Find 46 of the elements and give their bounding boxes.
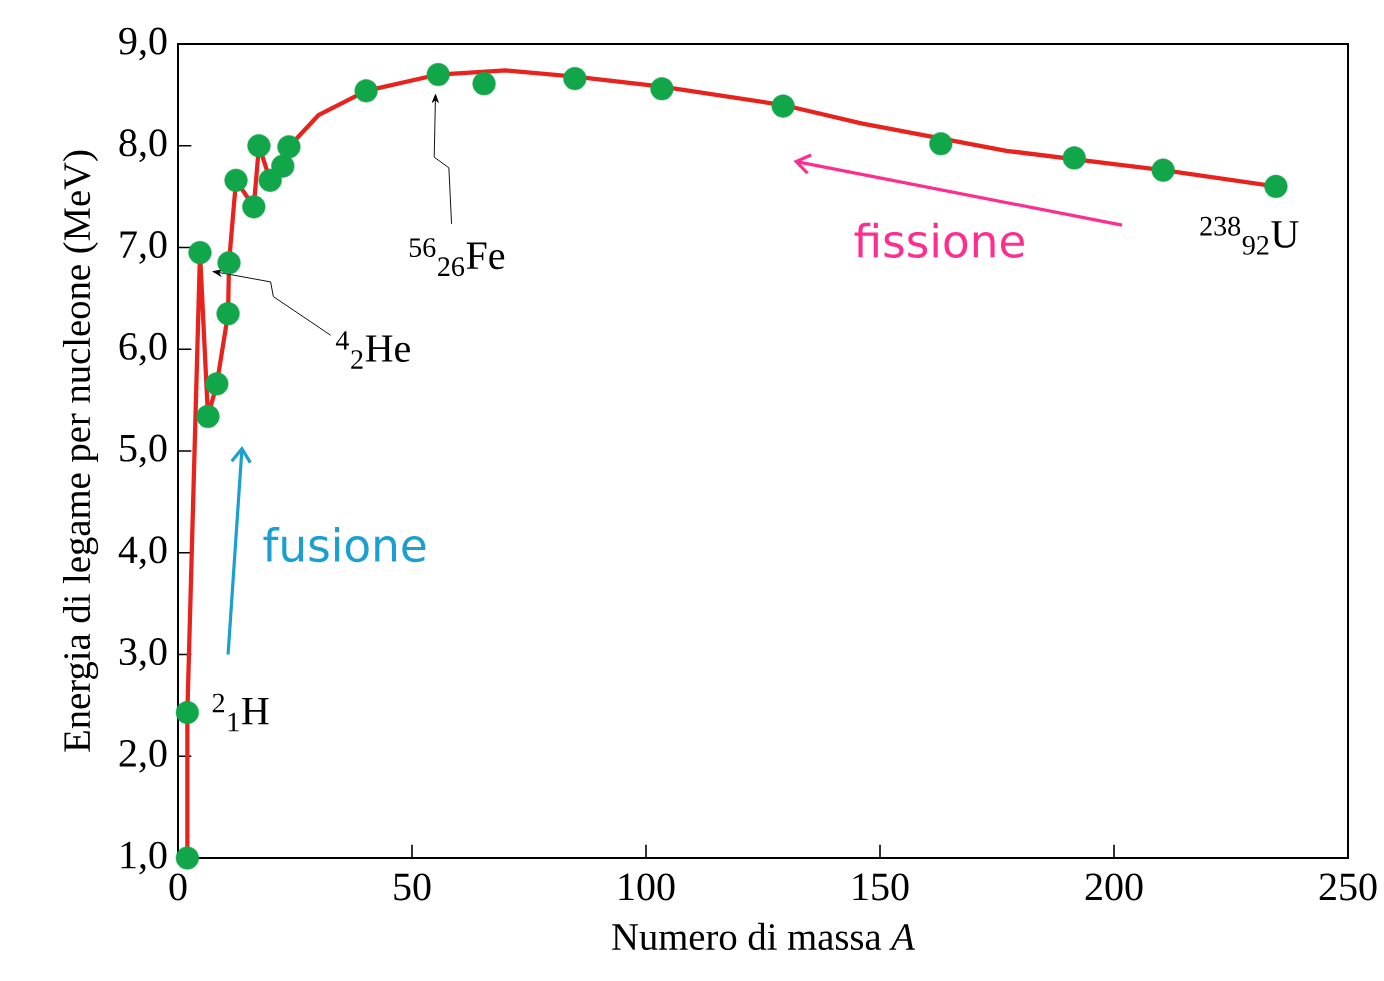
point xyxy=(1151,158,1175,182)
annotation: fissione xyxy=(854,222,1024,258)
x-tick-label: 0 xyxy=(169,873,187,901)
point xyxy=(1264,174,1288,199)
point xyxy=(1062,146,1086,170)
point xyxy=(277,135,301,159)
x-tick-label: 100 xyxy=(619,873,675,901)
point xyxy=(205,372,229,396)
annotation: fusione xyxy=(263,527,426,563)
point xyxy=(217,251,241,275)
point xyxy=(224,168,248,192)
point xyxy=(196,404,220,428)
y-tick-label: 8,0 xyxy=(119,129,167,163)
y-tick-label: 5,0 xyxy=(120,434,167,468)
y-axis-title: Energia di legame per nucleone (MeV) xyxy=(62,150,99,752)
point xyxy=(563,66,587,91)
point xyxy=(271,154,295,178)
point xyxy=(175,700,199,725)
y-tick-label: 3,0 xyxy=(119,638,167,671)
point xyxy=(258,168,282,192)
x-tick-label: 200 xyxy=(1085,873,1143,901)
annotation: 2$_{1}$H xyxy=(212,693,269,732)
point xyxy=(426,62,450,87)
y-tick-label: 2,0 xyxy=(119,739,167,773)
x-tick-label: 150 xyxy=(853,873,909,901)
annotation: 4$_{2}$He xyxy=(335,331,410,369)
y-tick-label: 1,0 xyxy=(121,841,167,875)
annotation: 56$_{26}$Fe xyxy=(409,238,505,277)
y-tick-label: 4,0 xyxy=(118,536,167,570)
y-tick-label: 9,0 xyxy=(119,27,167,61)
point xyxy=(354,79,378,103)
point xyxy=(188,240,212,265)
point xyxy=(650,77,674,101)
point xyxy=(771,94,795,118)
y-tick-label: 7,0 xyxy=(120,231,167,264)
point xyxy=(929,132,953,156)
x-axis-title: Numero di massa A xyxy=(612,922,916,951)
point xyxy=(216,302,240,326)
x-tick-label: 50 xyxy=(394,873,431,901)
point xyxy=(175,846,199,870)
point xyxy=(247,134,271,158)
x-tick-label: 250 xyxy=(1319,873,1377,901)
point xyxy=(242,195,266,219)
point xyxy=(472,72,496,96)
annotation: 238$_{92}$U xyxy=(1200,216,1299,255)
y-tick-label: 6,0 xyxy=(119,332,167,366)
